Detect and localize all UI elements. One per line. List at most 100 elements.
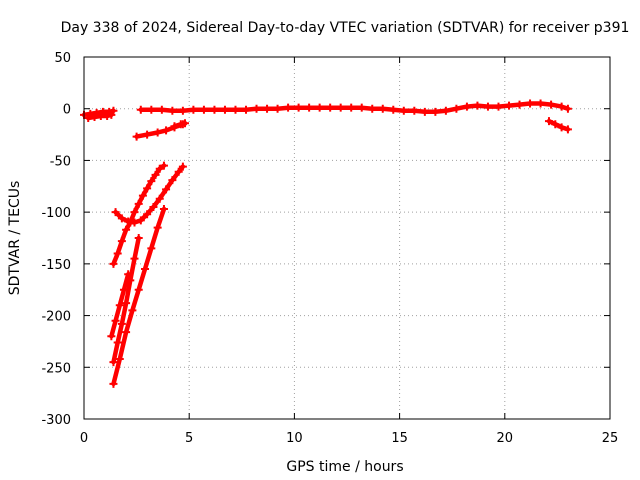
data-point — [368, 104, 377, 113]
data-series-layer — [80, 99, 572, 388]
data-point — [162, 126, 171, 135]
data-point — [132, 132, 141, 141]
data-point — [547, 100, 556, 109]
data-point — [378, 104, 387, 113]
data-point — [170, 122, 179, 131]
data-point — [115, 355, 124, 364]
data-point — [273, 104, 282, 113]
x-tick-label: 5 — [185, 431, 193, 446]
data-point — [117, 237, 126, 246]
data-point — [138, 191, 147, 200]
data-point — [159, 161, 168, 170]
data-point — [153, 128, 162, 137]
data-point — [124, 270, 133, 279]
data-point — [242, 105, 251, 114]
data-point — [111, 316, 120, 325]
data-point — [505, 101, 514, 110]
data-point — [115, 301, 124, 310]
x-axis-label: GPS time / hours — [286, 459, 403, 475]
x-tick-label: 25 — [602, 431, 619, 446]
data-point — [122, 299, 131, 308]
data-point — [122, 328, 131, 337]
data-point — [420, 107, 429, 116]
series-arc-6 — [546, 118, 571, 132]
data-point — [124, 217, 133, 226]
data-point — [147, 244, 156, 253]
data-point — [326, 103, 335, 112]
y-tick-label: -150 — [41, 258, 71, 273]
data-point — [134, 285, 143, 294]
data-point — [389, 105, 398, 114]
data-point — [305, 103, 314, 112]
data-point — [431, 107, 440, 116]
data-point — [315, 103, 324, 112]
data-point — [557, 123, 566, 132]
data-point — [526, 99, 535, 108]
data-point — [441, 106, 450, 115]
data-point — [153, 223, 162, 232]
data-point — [151, 170, 160, 179]
data-point — [231, 105, 240, 114]
data-point — [107, 110, 116, 119]
data-point — [136, 105, 145, 114]
data-point — [544, 117, 553, 126]
x-tick-label: 15 — [391, 431, 408, 446]
data-point — [134, 234, 143, 242]
y-tick-label: -50 — [50, 154, 71, 169]
data-point — [168, 176, 177, 185]
data-point — [155, 194, 164, 203]
x-tick-label: 0 — [80, 431, 88, 446]
data-point — [109, 106, 118, 115]
data-point — [109, 259, 118, 268]
data-point — [162, 185, 171, 194]
data-point — [143, 184, 152, 193]
data-point — [563, 104, 572, 113]
data-point — [180, 119, 189, 128]
data-point — [557, 102, 566, 111]
data-point — [149, 202, 158, 211]
data-point — [117, 319, 126, 328]
data-point — [563, 125, 572, 134]
data-point — [109, 358, 118, 367]
data-point — [136, 216, 145, 225]
data-point — [189, 105, 198, 114]
data-point — [147, 177, 156, 186]
data-point — [159, 205, 168, 214]
y-tick-label: -300 — [41, 413, 71, 428]
y-tick-label: -200 — [41, 310, 71, 325]
data-point — [113, 338, 122, 347]
data-point — [119, 285, 128, 294]
data-point — [84, 114, 93, 123]
y-tick-label: -100 — [41, 206, 71, 221]
data-point — [141, 265, 150, 274]
data-point — [199, 105, 208, 114]
data-point — [357, 103, 366, 112]
axes: 0 5 10 15 20 25 50 0 -50 -100 -150 -200 -250 -300 — [41, 51, 618, 446]
y-tick-label: 0 — [63, 103, 71, 118]
y-tick-label: 50 — [54, 51, 71, 66]
data-point — [473, 101, 482, 110]
data-point — [452, 104, 461, 113]
data-point — [128, 306, 137, 315]
data-point — [130, 218, 139, 227]
data-point — [284, 103, 293, 112]
data-point — [143, 210, 152, 219]
data-point — [90, 112, 99, 121]
y-axis-label: SDTVAR / TECUs — [7, 181, 23, 296]
data-point — [347, 103, 356, 112]
data-point — [515, 100, 524, 109]
data-point — [551, 120, 560, 129]
data-point — [143, 130, 152, 139]
y-tick-label: -250 — [41, 361, 71, 376]
data-point — [294, 103, 303, 112]
data-point — [157, 105, 166, 114]
data-point — [174, 167, 183, 176]
data-point — [155, 164, 164, 173]
data-point — [122, 225, 131, 234]
data-point — [130, 208, 139, 217]
data-point — [147, 105, 156, 114]
data-point — [462, 102, 471, 111]
data-point — [336, 103, 345, 112]
data-point — [113, 249, 122, 258]
